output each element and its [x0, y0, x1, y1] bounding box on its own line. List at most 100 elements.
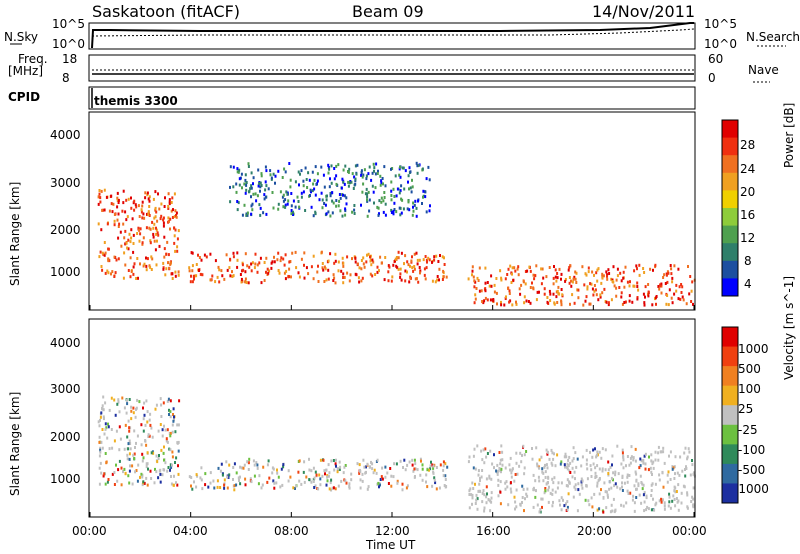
radar-cell [117, 236, 120, 240]
radar-cell [520, 283, 523, 287]
radar-cell [313, 187, 316, 191]
radar-cell [287, 469, 290, 473]
cpid-panel [88, 86, 696, 110]
radar-cell [145, 465, 148, 469]
radar-cell [421, 463, 424, 467]
radar-cell [176, 249, 179, 253]
radar-cell [580, 464, 583, 468]
radar-cell [121, 396, 124, 400]
radar-cell [654, 263, 657, 267]
radar-cell [474, 502, 477, 505]
radar-cell [159, 480, 162, 484]
radar-cell [607, 303, 610, 307]
radar-cell [607, 472, 610, 475]
radar-cell [557, 285, 560, 289]
radar-cell [164, 461, 167, 465]
radar-cell [128, 452, 131, 456]
xtick-2400: 00:00 [672, 524, 707, 538]
freq-label-line1: Freq. [18, 52, 48, 66]
radar-cell [236, 251, 239, 255]
radar-cell [522, 280, 525, 284]
vel-tick-1000: 1000 [738, 342, 769, 356]
power-tick-20: 20 [740, 185, 756, 199]
radar-cell [171, 196, 174, 200]
radar-cell [552, 292, 555, 296]
radar-cell [443, 263, 446, 266]
radar-cell [366, 199, 369, 203]
radar-cell [146, 191, 149, 195]
radar-cell [569, 302, 571, 306]
radar-cell [177, 273, 180, 277]
radar-cell [153, 216, 156, 220]
radar-cell [142, 212, 145, 216]
radar-cell [572, 457, 575, 461]
radar-cell [99, 461, 102, 465]
radar-cell [159, 397, 162, 401]
radar-cell [134, 470, 137, 474]
radar-cell [551, 492, 554, 496]
radar-cell [168, 447, 171, 451]
radar-cell [639, 457, 642, 461]
radar-cell [399, 272, 402, 276]
radar-cell [343, 182, 346, 186]
radar-cell [671, 301, 674, 305]
radar-cell [643, 301, 646, 305]
radar-cell [322, 173, 325, 177]
radar-cell [674, 472, 676, 476]
radar-cell [312, 254, 315, 258]
radar-cell [135, 406, 138, 410]
radar-cell [98, 192, 101, 196]
radar-cell [132, 411, 135, 415]
radar-cell [654, 450, 657, 454]
radar-cell [644, 467, 647, 471]
radar-cell [369, 272, 372, 276]
radar-cell [586, 287, 589, 291]
radar-cell [160, 202, 163, 206]
radar-cell [540, 267, 543, 271]
radar-cell [676, 500, 679, 504]
radar-cell [260, 172, 263, 176]
radar-cell [406, 260, 409, 264]
nave-tick-top: 60 [708, 52, 724, 66]
radar-cell [658, 478, 661, 482]
radar-cell [146, 212, 148, 216]
radar-cell [601, 291, 604, 295]
radar-cell [500, 303, 503, 307]
radar-cell [307, 171, 310, 175]
radar-cell [400, 251, 403, 255]
radar-cell [304, 209, 307, 212]
radar-cell [658, 473, 661, 477]
radar-cell [636, 267, 638, 271]
radar-cell [262, 465, 265, 469]
radar-cell [383, 196, 386, 199]
radar-cell [376, 270, 379, 274]
radar-cell [314, 165, 317, 169]
radar-cell [341, 177, 344, 181]
radar-cell [209, 481, 212, 485]
radar-cell [162, 261, 165, 265]
radar-cell [600, 456, 603, 460]
radar-cell [638, 263, 641, 267]
radar-cell [556, 301, 559, 304]
radar-cell [142, 264, 145, 268]
radar-cell [473, 301, 476, 305]
radar-cell [436, 278, 439, 282]
radar-cell [266, 480, 269, 484]
radar-cell [526, 269, 529, 273]
radar-cell [103, 188, 106, 192]
radar-cell [337, 204, 340, 208]
radar-cell [577, 482, 580, 486]
radar-cell [605, 300, 608, 304]
radar-cell [169, 448, 172, 452]
radar-cell [205, 255, 208, 259]
radar-cell [442, 460, 445, 464]
radar-cell [102, 474, 105, 478]
radar-cell [437, 260, 440, 263]
radar-cell [575, 465, 578, 469]
radar-cell [248, 457, 251, 461]
radar-cell [373, 166, 376, 170]
radar-cell [552, 276, 555, 280]
radar-cell [99, 200, 102, 204]
radar-cell [417, 164, 420, 167]
radar-cell [146, 420, 149, 424]
